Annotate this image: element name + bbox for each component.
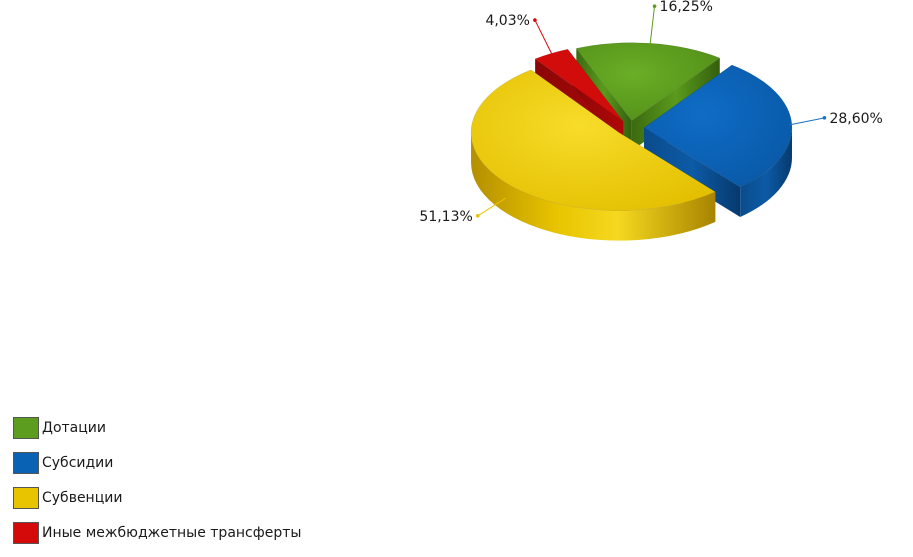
leader-dot-subsidii	[822, 116, 827, 120]
pct-label-other-transfers: 4,03%	[485, 13, 529, 29]
pct-label-dotatsii: 16,25%	[660, 0, 713, 15]
leader-dot-other-transfers	[533, 18, 537, 22]
pie-slice-top-subsidii	[643, 64, 793, 188]
pct-label-subventsii: 51,13%	[419, 209, 472, 225]
legend-label-dotatsii: Дотации	[42, 420, 106, 436]
pie-labels: 16,25% 28,60% 51,13% 4,03%	[419, 0, 882, 225]
leader-line-other-transfers	[534, 19, 553, 56]
legend: Дотации Субсидии Субвенции Иные межбюдже…	[13, 417, 413, 557]
legend-swatch-subsidii	[13, 452, 39, 474]
pie-slice-subsidii	[643, 64, 793, 218]
pct-label-subsidii: 28,60%	[829, 111, 882, 127]
pie-slice-wall-subsidii-1	[643, 127, 741, 218]
pie-slice-top-other-transfers	[534, 48, 624, 122]
leader-line-subventsii	[477, 197, 506, 217]
legend-item-subsidii: Субсидии	[13, 452, 413, 474]
leader-dot-dotatsii	[652, 4, 657, 8]
legend-item-dotatsii: Дотации	[13, 417, 413, 439]
pie-slice-side-subventsii	[471, 132, 716, 241]
legend-item-subventsii: Субвенции	[13, 487, 413, 509]
leader-line-dotatsii	[649, 6, 656, 45]
pie-slice-side-subsidii	[740, 127, 792, 218]
legend-label-subsidii: Субсидии	[42, 455, 114, 471]
pie-slice-subventsii	[470, 69, 716, 241]
legend-swatch-dotatsii	[13, 417, 39, 439]
legend-swatch-other-transfers	[13, 522, 39, 544]
legend-swatch-subventsii	[13, 487, 39, 509]
legend-label-other-transfers: Иные межбюджетные трансферты	[42, 525, 302, 541]
pie-slice-top-subventsii	[470, 69, 716, 211]
leader-dot-subventsii	[476, 213, 480, 218]
legend-label-subventsii: Субвенции	[42, 490, 123, 506]
leader-line-subsidii	[788, 117, 825, 126]
pie-slices	[470, 42, 793, 241]
legend-item-other-transfers: Иные межбюджетные трансферты	[13, 522, 413, 544]
